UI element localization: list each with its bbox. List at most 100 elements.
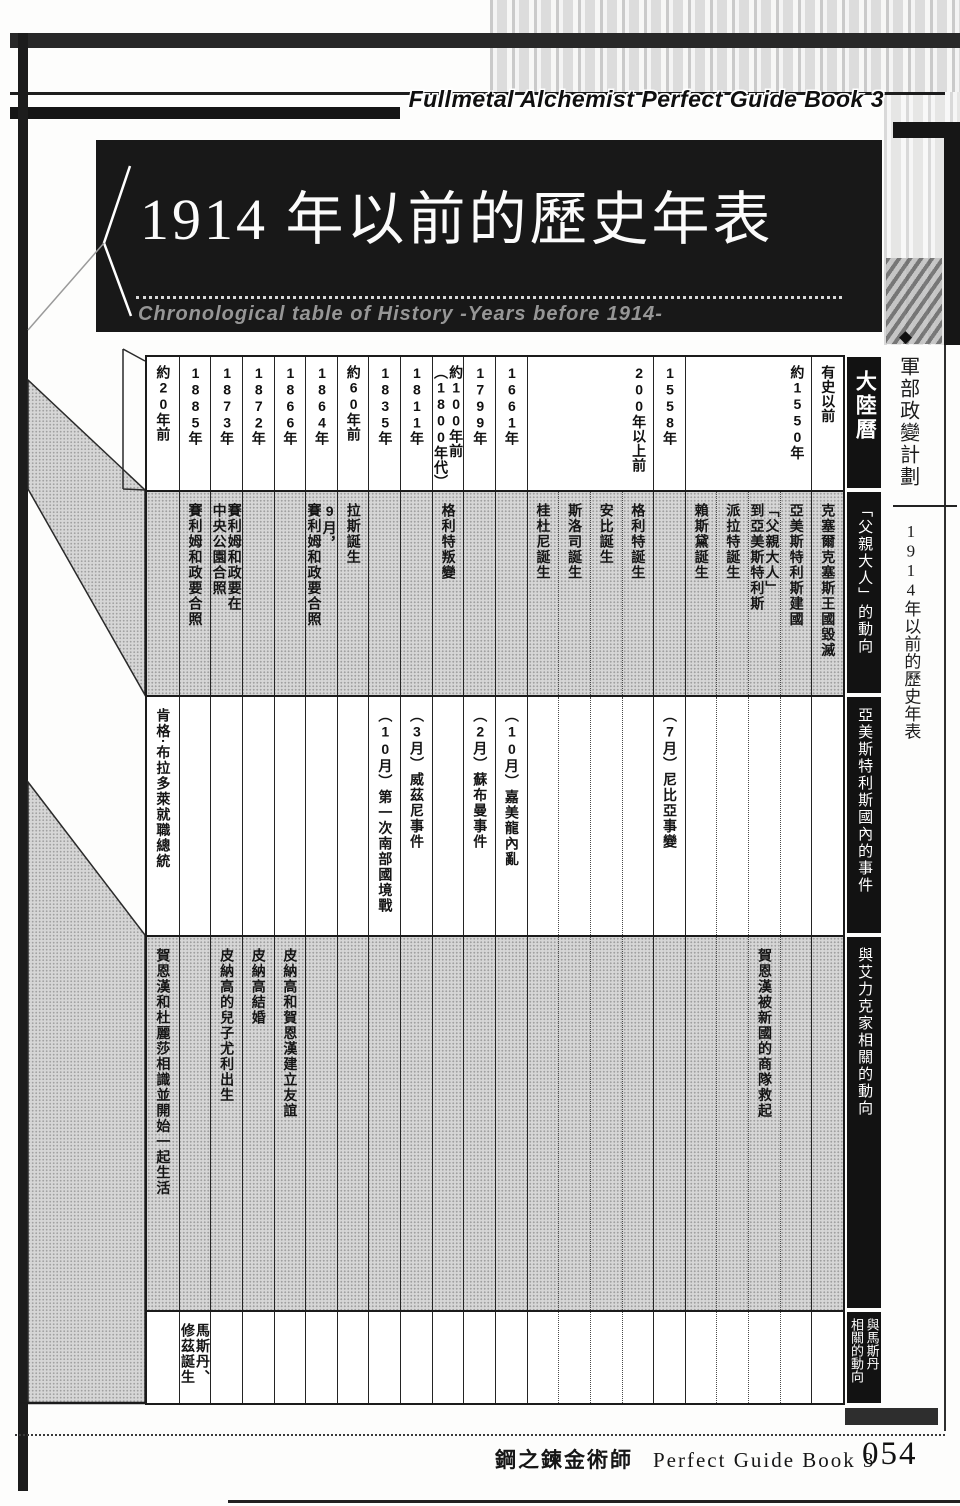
timeline-cell xyxy=(653,492,685,695)
timeline-cell xyxy=(684,697,717,935)
timeline-cell xyxy=(336,1312,369,1403)
timeline-cell xyxy=(305,697,337,935)
timeline-cell xyxy=(716,937,748,1310)
margin-note-chapter: 1914年以前的歷史年表 xyxy=(901,522,921,740)
timeline-cell: 皮納高結婚 xyxy=(241,937,274,1310)
year-label: 1811年 xyxy=(408,365,425,446)
header-rule xyxy=(10,92,945,95)
timeline-cell xyxy=(589,1312,622,1403)
timeline-cell: 9月， 賽利姆和政要合照 xyxy=(305,492,337,695)
timeline-event: 桂杜尼誕生 xyxy=(535,503,552,581)
timeline-cell xyxy=(684,1312,717,1403)
timeline-cell xyxy=(210,1312,242,1403)
year-label: 1558年 xyxy=(662,365,679,446)
brand-title: Fullmetal Alchemist Perfect Guide Book 3 xyxy=(408,86,884,112)
timeline-cell: 派拉特誕生 xyxy=(716,492,748,695)
timeline-cell xyxy=(336,937,369,1310)
year-label: 約20年前 xyxy=(155,365,172,442)
timeline-cell: 克塞爾克塞斯王國毀滅 xyxy=(811,492,843,695)
footer-accent-bar xyxy=(845,1408,938,1425)
diamond-bullet-icon: ◆ xyxy=(899,327,913,346)
timeline-year-header: 1558年 xyxy=(653,357,685,490)
footer-dotted-rule xyxy=(15,1434,945,1436)
top-rule-bar xyxy=(10,33,960,48)
timeline-cell xyxy=(305,1312,337,1403)
timeline-cell xyxy=(463,937,495,1310)
timeline-cell xyxy=(241,1312,274,1403)
timeline-cell xyxy=(241,492,274,695)
timeline-cell xyxy=(811,697,843,935)
timeline-cell: 馬斯丹、 修茲誕生 xyxy=(178,1312,210,1403)
timeline-cell: 肯格·布拉多萊就職總統 xyxy=(147,697,179,935)
timeline-cell xyxy=(716,697,748,935)
timeline-event: 賽利姆和政要在 中央公園合照 xyxy=(211,503,242,612)
row-label-text: 與艾力克家相關的動向 xyxy=(856,947,874,1117)
timeline-cell: 賽利姆和政要合照 xyxy=(178,492,211,695)
timeline-cell xyxy=(621,1312,654,1403)
year-label: 約100年前 （1800年代） xyxy=(433,365,465,489)
timeline-event: 派拉特誕生 xyxy=(725,503,742,581)
timeline-event: 格利特叛變 xyxy=(440,503,457,581)
page-number: 054 xyxy=(862,1436,918,1472)
halftone-blotch xyxy=(886,258,942,344)
timeline-cell xyxy=(684,937,717,1310)
timeline-year-header: 1864年 xyxy=(305,357,337,490)
timeline-event: 格利特誕生 xyxy=(630,503,647,581)
timeline-year-header: 1866年 xyxy=(273,357,306,490)
timeline-row: 賽利姆和政要合照 賽利姆和政要在 中央公園合照 9月， 賽利姆和政要合照 拉斯誕生 格利特叛… xyxy=(147,490,843,695)
binding-bar-left xyxy=(18,33,28,1491)
timeline-cell xyxy=(400,1312,432,1403)
timeline-year-header: 有史以前 xyxy=(811,357,843,490)
timeline-year-header: 1873年 xyxy=(210,357,242,490)
timeline-cell xyxy=(336,697,369,935)
timeline-cell xyxy=(368,492,400,695)
page-title: 1914 年以前的歷史年表 xyxy=(140,187,774,252)
timeline-cell xyxy=(463,1312,495,1403)
timeline-cell xyxy=(748,1312,780,1403)
timeline-event: （10月）嘉美龍內亂 xyxy=(503,708,520,867)
timeline-event: （7月）尼比亞事變 xyxy=(662,708,679,850)
timeline-row: 肯格·布拉多萊就職總統 （10月）第一次南部國境戰 （3月）威茲尼事件 （2月）蘇布曼… xyxy=(147,695,843,935)
timeline-cell: 賴斯黛誕生 xyxy=(684,492,717,695)
timeline-cell xyxy=(748,697,780,935)
page-edge-line-right xyxy=(944,345,946,1431)
year-label: 有史以前 xyxy=(820,365,837,423)
margin-note-rule xyxy=(893,505,957,507)
timeline-cell xyxy=(653,937,685,1310)
timeline-cell xyxy=(811,937,843,1310)
timeline-cell: 皮納高和賀恩漢建立友誼 xyxy=(273,937,306,1310)
timeline-cell: 「父親大人」 到亞美斯特利斯 xyxy=(748,492,780,695)
timeline-cell: 皮納高的兒子尤利出生 xyxy=(210,937,242,1310)
timeline-event: 皮納高結婚 xyxy=(250,948,267,1026)
timeline-cell: （10月）嘉美龍內亂 xyxy=(495,697,527,935)
timeline-year-header: 1835年 xyxy=(368,357,400,490)
timeline-event: 9月， 賽利姆和政要合照 xyxy=(306,503,337,627)
timeline-cell: 格利特誕生 xyxy=(621,492,654,695)
timeline-table: 約20年前 1885年 1873年 1872年 1866年 1864年 約60年前 1835年… xyxy=(145,355,881,1405)
timeline-year-header: 1661年 xyxy=(495,357,527,490)
year-label: 1885年 xyxy=(187,365,204,446)
timeline-cell: （3月）威茲尼事件 xyxy=(400,697,432,935)
timeline-event: （3月）威茲尼事件 xyxy=(408,708,425,850)
timeline-cell xyxy=(716,1312,748,1403)
timeline-event: 肯格·布拉多萊就職總統 xyxy=(155,708,172,870)
year-label: 1864年 xyxy=(314,365,331,446)
year-label: 1799年 xyxy=(472,365,489,446)
timeline-cell xyxy=(589,697,622,935)
timeline-event: 賴斯黛誕生 xyxy=(693,503,710,581)
row-label-text: 與馬斯丹 相關的動向 xyxy=(849,1318,880,1383)
timeline-body: 約20年前 1885年 1873年 1872年 1866年 1864年 約60年前 1835年… xyxy=(145,355,845,1405)
timeline-event: 賀恩漢和杜麗莎相識並開始一起生活 xyxy=(155,948,172,1196)
timeline-row-label: 與艾力克家相關的動向 xyxy=(847,937,881,1308)
halftone-wedge-b xyxy=(27,779,146,1404)
page-subtitle: Chronological table of History -Years be… xyxy=(138,303,663,325)
page-edge-line-bottom xyxy=(228,1500,960,1503)
timeline-cell xyxy=(273,1312,306,1403)
timeline-cell xyxy=(305,937,337,1310)
timeline-event: 皮納高和賀恩漢建立友誼 xyxy=(282,948,299,1119)
corner-frame-vertical xyxy=(944,122,960,345)
timeline-cell xyxy=(147,1312,179,1403)
timeline-cell: 斯洛司誕生 xyxy=(558,492,590,695)
timeline-event: 斯洛司誕生 xyxy=(567,503,584,581)
brand-underline-bar xyxy=(10,107,400,119)
